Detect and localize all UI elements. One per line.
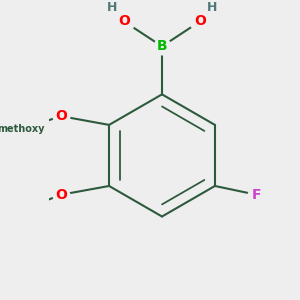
- Text: O: O: [118, 14, 130, 28]
- Text: B: B: [157, 39, 167, 53]
- Text: H: H: [106, 1, 117, 13]
- Text: O: O: [55, 188, 67, 202]
- Text: methoxy: methoxy: [0, 124, 44, 134]
- Text: O: O: [55, 109, 67, 123]
- Text: H: H: [207, 1, 217, 13]
- Text: F: F: [252, 188, 261, 202]
- Text: O: O: [194, 14, 206, 28]
